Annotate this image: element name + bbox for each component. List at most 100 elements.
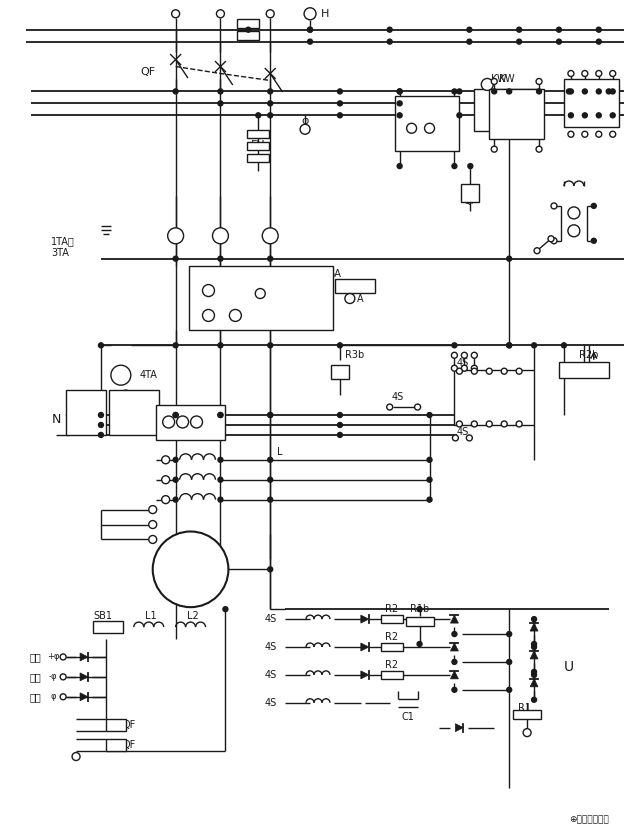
Circle shape [60, 694, 66, 700]
Text: H: H [321, 9, 329, 18]
Text: 4TA: 4TA [140, 370, 157, 380]
Text: FU: FU [251, 140, 266, 150]
Text: 4S: 4S [265, 642, 277, 652]
Circle shape [516, 421, 522, 427]
Circle shape [218, 101, 223, 106]
Text: QF: QF [122, 740, 136, 750]
Circle shape [568, 71, 574, 77]
Text: FU: FU [243, 31, 257, 41]
Circle shape [337, 433, 342, 437]
Circle shape [461, 365, 467, 371]
Circle shape [229, 309, 241, 321]
Circle shape [452, 89, 457, 94]
Text: GS: GS [181, 562, 200, 576]
Circle shape [486, 369, 492, 374]
Circle shape [566, 89, 572, 94]
Text: ⊕金球电气资源: ⊕金球电气资源 [569, 816, 609, 825]
Circle shape [468, 163, 473, 168]
Circle shape [218, 413, 223, 418]
Circle shape [452, 163, 457, 168]
Bar [395, 97, 460, 151]
Polygon shape [80, 693, 88, 701]
Text: 4S: 4S [265, 670, 277, 680]
Text: R1: R1 [518, 703, 531, 713]
Text: C1: C1 [401, 711, 414, 721]
Circle shape [452, 660, 457, 665]
Bar [513, 711, 541, 719]
Circle shape [427, 413, 432, 418]
Circle shape [397, 89, 402, 94]
Circle shape [255, 289, 265, 299]
Circle shape [163, 416, 175, 428]
Circle shape [397, 89, 402, 94]
Text: 1TA～: 1TA～ [51, 236, 75, 246]
Circle shape [536, 146, 542, 152]
Circle shape [202, 284, 214, 297]
Circle shape [173, 89, 178, 94]
Circle shape [596, 28, 601, 33]
Bar [454, 370, 534, 425]
Bar [331, 365, 349, 379]
Circle shape [202, 309, 214, 321]
Bar [247, 130, 269, 138]
Polygon shape [361, 643, 369, 651]
Circle shape [561, 343, 566, 348]
Bar [237, 31, 259, 40]
Circle shape [456, 369, 462, 374]
Circle shape [556, 39, 561, 44]
Circle shape [471, 352, 477, 359]
Circle shape [218, 89, 223, 94]
Text: 3TA: 3TA [51, 248, 69, 258]
Circle shape [461, 352, 467, 359]
Circle shape [218, 477, 223, 482]
Circle shape [582, 71, 588, 77]
Bar [381, 615, 403, 623]
Circle shape [501, 369, 507, 374]
Text: KW: KW [499, 74, 515, 84]
Circle shape [173, 343, 178, 348]
Circle shape [610, 113, 615, 118]
Circle shape [148, 505, 157, 514]
Circle shape [268, 256, 273, 261]
Circle shape [532, 641, 536, 646]
Circle shape [173, 413, 178, 418]
Circle shape [507, 343, 511, 348]
Bar [474, 89, 539, 131]
Circle shape [406, 123, 417, 133]
Circle shape [218, 413, 223, 418]
Text: SB1: SB1 [93, 611, 113, 621]
Circle shape [268, 457, 273, 462]
Bar [156, 405, 225, 440]
Text: R2: R2 [385, 660, 398, 670]
Circle shape [427, 477, 432, 482]
Text: N: N [51, 414, 61, 426]
Circle shape [516, 39, 522, 44]
Circle shape [596, 89, 601, 94]
Circle shape [417, 606, 422, 611]
Circle shape [568, 89, 573, 94]
Circle shape [427, 497, 432, 502]
Circle shape [262, 228, 278, 244]
Circle shape [308, 28, 312, 33]
Circle shape [162, 495, 170, 504]
Polygon shape [80, 653, 88, 661]
Circle shape [99, 433, 104, 437]
Circle shape [218, 256, 223, 261]
Circle shape [397, 101, 402, 106]
Text: 5TA～7TA: 5TA～7TA [180, 413, 221, 423]
Text: U: U [564, 660, 574, 674]
Circle shape [532, 672, 536, 677]
Circle shape [596, 131, 602, 138]
Circle shape [532, 697, 536, 702]
Text: KW: KW [232, 274, 250, 284]
Text: QF: QF [122, 720, 136, 730]
Circle shape [610, 89, 615, 94]
Polygon shape [530, 623, 538, 631]
Circle shape [486, 421, 492, 427]
Circle shape [582, 113, 588, 118]
Circle shape [111, 365, 131, 385]
Circle shape [162, 475, 170, 484]
Circle shape [268, 89, 273, 94]
Text: S: S [586, 98, 595, 112]
Circle shape [268, 343, 273, 348]
